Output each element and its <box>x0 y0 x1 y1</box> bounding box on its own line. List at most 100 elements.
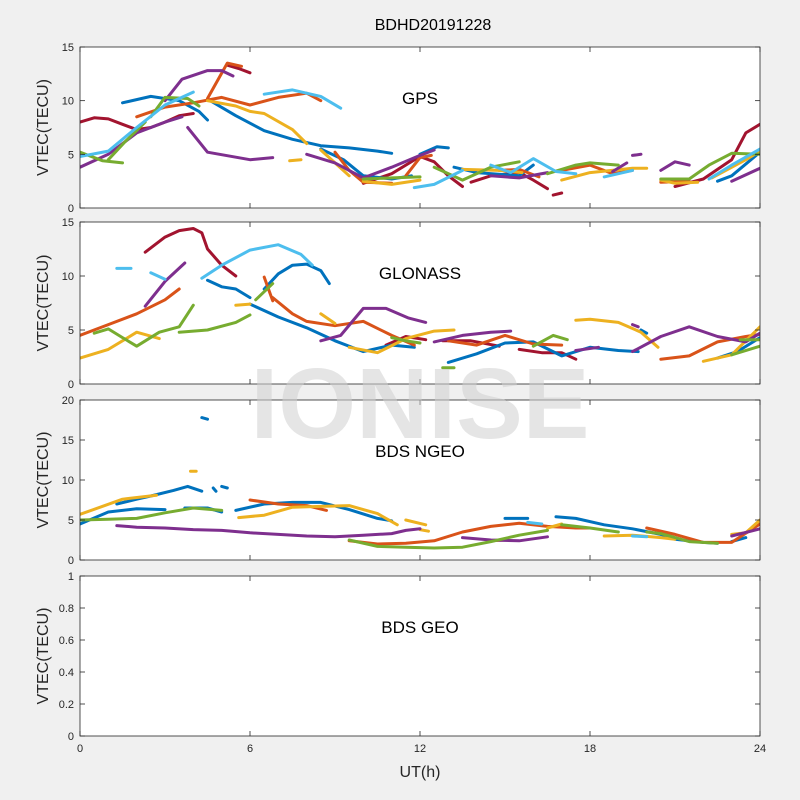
panel-title: GPS <box>402 89 438 108</box>
series-line <box>631 323 640 329</box>
panel-title: GLONASS <box>379 264 461 283</box>
series-line <box>80 287 181 337</box>
y-tick-label: 5 <box>68 149 74 161</box>
series-line <box>186 126 275 162</box>
series-line <box>361 178 422 186</box>
series-group <box>80 416 760 550</box>
series-line <box>551 191 564 197</box>
series-line <box>716 150 760 183</box>
y-tick-label: 15 <box>62 435 74 447</box>
series-line <box>305 148 436 180</box>
y-tick-label: 1 <box>68 571 74 583</box>
series-line <box>115 524 422 539</box>
y-tick-label: 5 <box>68 515 74 527</box>
plot-area <box>80 576 760 736</box>
series-line <box>361 175 422 181</box>
y-tick-label: 0.2 <box>59 699 74 711</box>
y-tick-label: 10 <box>62 271 74 283</box>
x-axis-label: UT(h) <box>400 764 441 781</box>
series-line <box>631 534 649 539</box>
series-line <box>135 91 323 119</box>
x-tick-label: 18 <box>584 743 596 755</box>
series-line <box>659 178 700 185</box>
series-line <box>262 262 331 291</box>
series-line <box>546 161 620 176</box>
series-line <box>220 484 229 490</box>
series-line <box>206 278 252 300</box>
series-line <box>234 500 394 523</box>
panel-title: BDS GEO <box>381 618 458 637</box>
series-line <box>517 347 578 361</box>
series-line <box>234 302 252 307</box>
series-line <box>560 523 620 534</box>
series-line <box>574 317 660 349</box>
series-line <box>631 152 643 157</box>
series-line <box>546 522 564 530</box>
series-line <box>143 261 187 308</box>
series-line <box>149 271 167 281</box>
series-line <box>163 69 235 103</box>
series-line <box>659 151 760 181</box>
panel-3: 0 5 10 15 20 BDS NGEO VTEC(TECU) <box>35 395 761 567</box>
series-line <box>707 147 760 181</box>
y-tick-label: 0 <box>68 555 74 567</box>
series-line <box>80 507 167 526</box>
series-line <box>404 518 428 527</box>
series-line <box>404 153 433 178</box>
y-tick-label: 15 <box>62 42 74 54</box>
y-axis-label: VTEC(TECU) <box>35 79 52 176</box>
series-line <box>206 61 243 100</box>
series-line <box>611 161 629 173</box>
y-tick-label: 0 <box>68 203 74 215</box>
series-line <box>200 416 209 421</box>
series-line <box>446 340 640 364</box>
series-line <box>143 227 238 278</box>
y-tick-label: 10 <box>62 475 74 487</box>
series-line <box>602 168 634 179</box>
series-line <box>730 527 760 538</box>
watermark: IONISE <box>251 348 590 460</box>
y-tick-label: 5 <box>68 325 74 337</box>
series-group <box>80 61 760 197</box>
panel-4: 0 6 12 18 24 0 0.2 0.4 0.6 0.8 1 BDS GEO VTEC(TECU) <box>35 571 766 755</box>
series-line <box>319 312 337 325</box>
series-line <box>432 160 521 182</box>
series-line <box>390 336 422 345</box>
series-line <box>80 330 161 360</box>
x-tick-label: 0 <box>77 743 83 755</box>
x-tick-label: 6 <box>247 743 253 755</box>
y-tick-label: 15 <box>62 217 74 229</box>
series-line <box>489 171 549 180</box>
series-line <box>645 530 719 545</box>
series-line <box>262 88 343 110</box>
series-line <box>384 335 428 347</box>
series-line <box>574 345 600 352</box>
series-line <box>347 528 549 550</box>
series-line <box>461 535 549 543</box>
panels: 051015GPSVTEC(TECU)051015GLONASSVTEC(TEC… <box>35 42 766 755</box>
series-line <box>200 243 314 280</box>
series-line <box>446 333 564 347</box>
series-line <box>80 506 224 522</box>
series-line <box>418 528 430 533</box>
series-group <box>80 227 760 370</box>
y-axis-label: VTEC(TECU) <box>35 608 52 705</box>
figure-title: BDHD20191228 <box>375 17 492 34</box>
series-line <box>639 328 649 335</box>
series-line <box>319 306 428 343</box>
series-line <box>237 504 399 527</box>
x-tick-label: 12 <box>414 743 426 755</box>
y-axis-label: VTEC(TECU) <box>35 432 52 529</box>
series-line <box>225 63 252 75</box>
series-line <box>106 120 147 162</box>
series-line <box>121 94 209 122</box>
panel-1: 0 5 10 15 GPS VTEC(TECU) <box>35 42 761 215</box>
series-line <box>489 157 578 176</box>
series-line <box>347 521 592 546</box>
y-tick-label: 20 <box>62 395 74 407</box>
y-tick-label: 0 <box>68 731 74 743</box>
series-line <box>659 160 691 172</box>
series-line <box>206 99 309 146</box>
plot-area <box>80 47 760 208</box>
